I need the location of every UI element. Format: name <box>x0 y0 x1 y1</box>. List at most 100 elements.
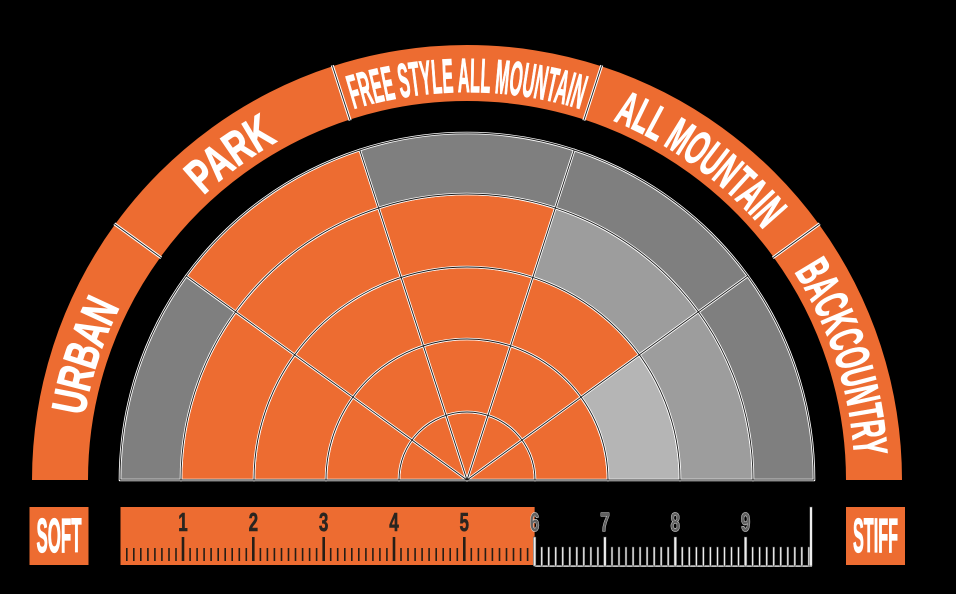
ruler-minor-tick <box>765 546 768 567</box>
ruler-minor-tick <box>758 546 761 567</box>
ruler-minor-tick <box>702 546 705 567</box>
category-separator-line <box>114 223 162 259</box>
ruler-minor-tick <box>624 546 628 567</box>
ruler-minor-tick <box>638 546 642 567</box>
ruler-minor-tick <box>582 546 585 567</box>
ruler-minor-tick <box>519 548 522 561</box>
ruler-minor-tick <box>540 546 543 567</box>
flex-grid <box>118 131 816 482</box>
ruler-minor-tick <box>442 548 444 561</box>
ruler-minor-tick <box>308 548 311 561</box>
ruler-minor-tick <box>477 548 480 561</box>
ruler-major-tick <box>744 536 748 567</box>
ring-line <box>253 266 681 481</box>
ring-line <box>325 338 609 481</box>
ruler-number-6: 6 <box>530 507 540 537</box>
ruler-minor-tick <box>547 546 550 567</box>
category-separator-line <box>331 65 351 121</box>
category-arc-all-mountain <box>584 66 819 258</box>
ruler-minor-tick <box>358 548 360 561</box>
ruler-minor-tick <box>751 546 754 567</box>
ruler-minor-tick <box>660 546 663 567</box>
ruler-minor-tick <box>505 548 508 561</box>
ruler-minor-tick <box>561 546 564 567</box>
ruler-minor-tick <box>294 548 297 561</box>
ruler-minor-tick <box>365 548 367 561</box>
ruler-number-1: 1 <box>178 507 188 537</box>
ruler-major-tick <box>392 537 396 561</box>
soft-label: SOFT <box>37 510 82 563</box>
ruler-minor-tick <box>287 548 290 561</box>
ring-line <box>398 411 536 481</box>
ruler-minor-tick <box>617 546 621 567</box>
ruler-minor-tick <box>428 548 430 561</box>
ruler-minor-tick <box>231 548 233 561</box>
flex-ruler: 1 2 3 4 5 6 7 8 9 SOFT STIFF <box>29 506 905 567</box>
ruler-minor-tick <box>421 548 423 561</box>
ruler-minor-tick <box>414 548 416 561</box>
ruler-major-tick <box>322 537 325 561</box>
ruler-minor-tick <box>266 548 269 561</box>
ruler-minor-tick <box>168 548 170 561</box>
category-separator-line <box>583 65 603 121</box>
ruler-minor-tick <box>449 548 451 561</box>
ruler-minor-tick <box>301 548 304 561</box>
stiff-label: STIFF <box>853 510 898 563</box>
ruler-minor-tick <box>723 546 726 567</box>
ruler-minor-tick <box>484 548 487 561</box>
ruler-minor-tick <box>126 548 128 561</box>
soft-block <box>29 507 89 565</box>
ruler-minor-tick <box>667 546 670 567</box>
category-arc-backcountry <box>773 224 902 480</box>
radial-line <box>466 149 575 481</box>
ruler-minor-tick <box>203 548 205 561</box>
ruler-major-tick <box>603 536 607 567</box>
category-arc-park <box>115 66 350 258</box>
ruler-minor-tick <box>589 546 593 567</box>
ruler-major-tick <box>463 537 466 561</box>
ruler-minor-tick <box>196 548 198 561</box>
ruler-minor-tick <box>779 546 782 567</box>
ruler-end-tick <box>809 506 813 567</box>
ruler-minor-tick <box>709 546 712 567</box>
ruler-minor-tick <box>259 548 262 561</box>
ruler-minor-tick <box>161 548 163 561</box>
ruler-minor-tick <box>336 548 339 561</box>
ruler-minor-tick <box>140 548 142 561</box>
ruler-minor-tick <box>435 548 437 561</box>
cell-freestyle-all-mountain-ring4 <box>377 192 557 279</box>
ruler-minor-tick <box>470 548 473 561</box>
ruler-minor-tick <box>372 548 374 561</box>
ruler-major-tick <box>533 536 537 567</box>
ruler-number-4: 4 <box>389 507 399 537</box>
ruler-minor-tick <box>400 548 402 561</box>
ruler-minor-tick <box>133 548 135 561</box>
ruler-minor-tick <box>498 548 501 561</box>
ruler-minor-tick <box>730 546 733 567</box>
ruler-minor-tick <box>793 546 796 567</box>
ruler-minor-tick <box>786 546 789 567</box>
ruler-minor-tick <box>351 548 353 561</box>
ruler-minor-tick <box>610 546 614 567</box>
radial-line <box>359 149 468 481</box>
ruler-minor-tick <box>596 546 600 567</box>
ruler-number-3: 3 <box>319 507 329 537</box>
ruler-minor-tick <box>273 548 276 561</box>
ruler-minor-tick <box>175 548 177 561</box>
ruler-minor-tick <box>800 546 803 567</box>
ruler-number-9: 9 <box>741 507 751 537</box>
ruler-minor-tick <box>568 546 571 567</box>
category-separator-line <box>772 223 820 259</box>
ruler-number-5: 5 <box>460 507 470 537</box>
ruler-number-2: 2 <box>249 507 259 537</box>
ruler-minor-tick <box>329 548 332 561</box>
ruler-minor-tick <box>688 546 691 567</box>
ring-line <box>180 193 754 481</box>
ruler-minor-tick <box>456 548 459 561</box>
category-arc-freestyle-all-mountain <box>332 45 602 120</box>
ruler-minor-tick <box>491 548 494 561</box>
ruler-minor-tick <box>695 546 698 567</box>
ruler-minor-tick <box>512 548 515 561</box>
